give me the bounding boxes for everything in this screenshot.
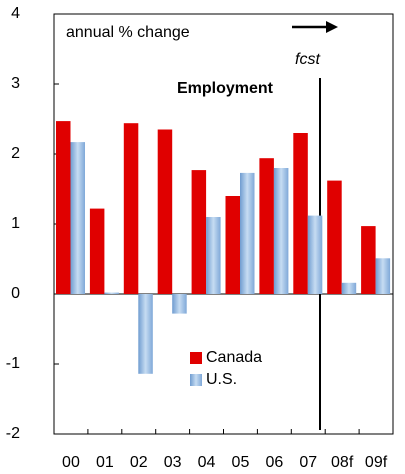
chart-title: Employment bbox=[177, 80, 274, 97]
annotation: annual % change bbox=[66, 24, 190, 41]
bar bbox=[327, 180, 342, 294]
y-tick-label: 4 bbox=[11, 5, 20, 22]
bar bbox=[191, 170, 207, 294]
bar bbox=[375, 258, 391, 294]
x-tick-label: 06 bbox=[265, 454, 283, 471]
legend-swatch bbox=[190, 352, 202, 364]
legend-swatch bbox=[190, 374, 202, 386]
bar bbox=[259, 158, 274, 294]
x-tick-label: 03 bbox=[164, 454, 182, 471]
bar bbox=[172, 294, 187, 314]
legend-label: U.S. bbox=[206, 371, 237, 388]
bar bbox=[293, 133, 308, 294]
forecast-arrowhead bbox=[326, 21, 338, 33]
bar bbox=[89, 208, 105, 294]
bar bbox=[157, 129, 173, 294]
bar bbox=[307, 215, 323, 294]
bar bbox=[206, 217, 221, 294]
x-tick-label: 07 bbox=[299, 454, 317, 471]
x-tick-label: 02 bbox=[130, 454, 148, 471]
x-tick-label: 04 bbox=[198, 454, 216, 471]
y-tick-label: 0 bbox=[11, 285, 20, 302]
x-tick-label: 09f bbox=[365, 454, 388, 471]
bar bbox=[341, 282, 357, 294]
x-tick-label: 08f bbox=[331, 454, 354, 471]
bar bbox=[273, 168, 289, 294]
x-tick-label: 01 bbox=[96, 454, 114, 471]
y-tick-label: 3 bbox=[11, 75, 20, 92]
y-tick-label: 1 bbox=[11, 215, 20, 232]
y-tick-label: 2 bbox=[11, 145, 20, 162]
bar bbox=[225, 196, 240, 294]
bar bbox=[123, 123, 139, 294]
y-tick-label: -1 bbox=[6, 355, 20, 372]
x-tick-label: 05 bbox=[232, 454, 250, 471]
bar bbox=[361, 226, 376, 294]
bar bbox=[104, 292, 119, 294]
y-tick-label: -2 bbox=[6, 425, 20, 442]
bar bbox=[240, 172, 255, 294]
x-tick-label: 00 bbox=[62, 454, 80, 471]
legend-label: Canada bbox=[206, 349, 262, 366]
bar bbox=[70, 142, 85, 294]
bar bbox=[138, 294, 153, 374]
bar bbox=[56, 121, 71, 294]
annotation: fcst bbox=[295, 51, 320, 68]
